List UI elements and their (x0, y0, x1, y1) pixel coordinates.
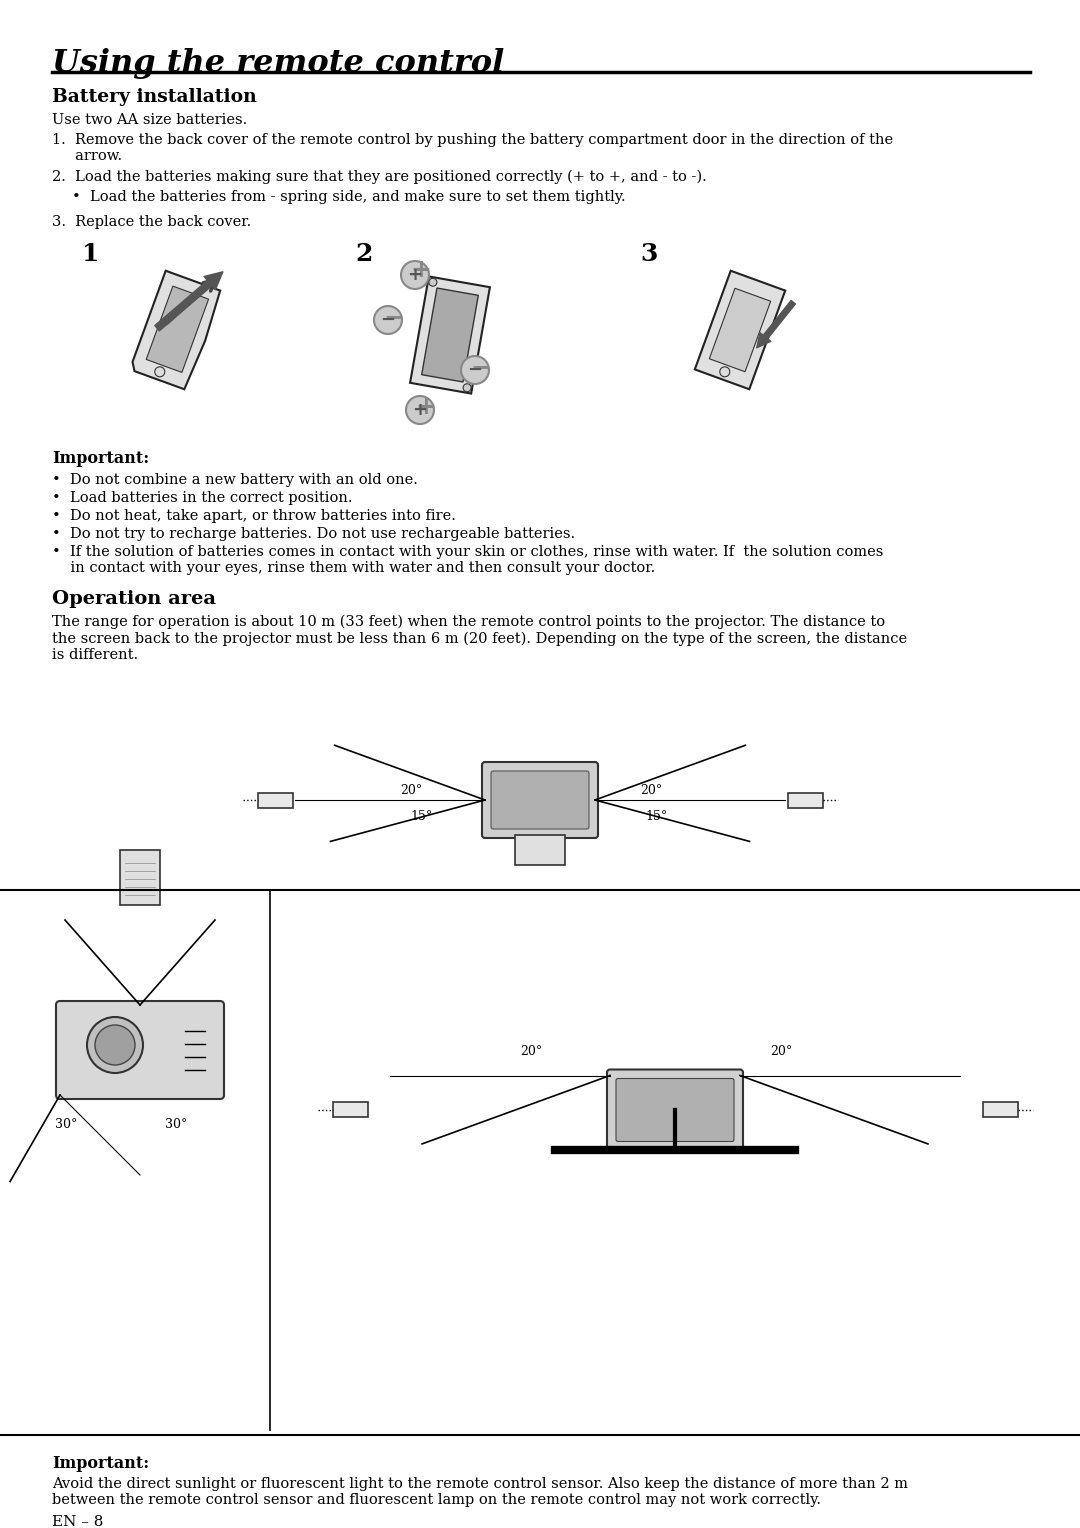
Polygon shape (421, 287, 478, 382)
Circle shape (461, 356, 489, 384)
Text: 15°: 15° (410, 810, 432, 824)
Polygon shape (120, 850, 160, 905)
FancyBboxPatch shape (482, 762, 598, 837)
Text: Use two AA size batteries.: Use two AA size batteries. (52, 113, 247, 127)
Text: 20°: 20° (640, 784, 662, 798)
Text: 1.  Remove the back cover of the remote control by pushing the battery compartme: 1. Remove the back cover of the remote c… (52, 133, 893, 163)
Text: 1: 1 (82, 241, 99, 266)
Circle shape (463, 384, 471, 391)
Text: The range for operation is about 10 m (33 feet) when the remote control points t: The range for operation is about 10 m (3… (52, 614, 907, 662)
Text: 30°: 30° (165, 1118, 187, 1131)
Circle shape (154, 367, 165, 377)
Text: +: + (413, 400, 428, 419)
Text: 2: 2 (355, 241, 373, 266)
Circle shape (87, 1018, 143, 1073)
Circle shape (95, 1025, 135, 1065)
Text: 15°: 15° (645, 810, 667, 824)
Polygon shape (133, 270, 220, 390)
Circle shape (406, 396, 434, 423)
Polygon shape (410, 277, 490, 394)
Polygon shape (983, 1102, 1017, 1117)
Text: 20°: 20° (519, 1045, 542, 1057)
Polygon shape (787, 793, 823, 807)
Text: •  If the solution of batteries comes in contact with your skin or clothes, rins: • If the solution of batteries comes in … (52, 545, 883, 575)
FancyBboxPatch shape (491, 772, 589, 830)
FancyBboxPatch shape (56, 1001, 224, 1099)
Text: 3: 3 (640, 241, 658, 266)
Text: 30°: 30° (55, 1118, 78, 1131)
Text: Battery installation: Battery installation (52, 89, 257, 105)
Bar (515, 834, 565, 865)
Text: +: + (415, 396, 436, 419)
Text: Important:: Important: (52, 451, 149, 468)
Circle shape (401, 261, 429, 289)
Text: −: − (470, 354, 491, 379)
Text: Operation area: Operation area (52, 590, 216, 608)
Text: Important:: Important: (52, 1455, 149, 1471)
Text: +: + (410, 258, 431, 283)
Polygon shape (333, 1102, 367, 1117)
Text: EN – 8: EN – 8 (52, 1514, 104, 1528)
Text: −: − (383, 306, 404, 329)
Text: •  Load the batteries from - spring side, and make sure to set them tightly.: • Load the batteries from - spring side,… (72, 189, 625, 205)
Text: Avoid the direct sunlight or fluorescent light to the remote control sensor. Als: Avoid the direct sunlight or fluorescent… (52, 1478, 908, 1507)
Text: +: + (407, 266, 422, 284)
Text: Using the remote control: Using the remote control (52, 47, 504, 79)
Text: −: − (468, 361, 483, 379)
Text: 3.  Replace the back cover.: 3. Replace the back cover. (52, 215, 252, 229)
Text: 2.  Load the batteries making sure that they are positioned correctly (+ to +, a: 2. Load the batteries making sure that t… (52, 170, 706, 185)
Text: •  Do not heat, take apart, or throw batteries into fire.: • Do not heat, take apart, or throw batt… (52, 509, 456, 523)
Polygon shape (146, 286, 208, 373)
Circle shape (719, 367, 730, 377)
Text: −: − (380, 312, 395, 329)
Text: •  Do not try to recharge batteries. Do not use rechargeable batteries.: • Do not try to recharge batteries. Do n… (52, 527, 576, 541)
Polygon shape (257, 793, 293, 807)
Circle shape (429, 278, 437, 286)
Text: •  Load batteries in the correct position.: • Load batteries in the correct position… (52, 490, 352, 504)
Text: •  Do not combine a new battery with an old one.: • Do not combine a new battery with an o… (52, 474, 418, 487)
FancyBboxPatch shape (607, 1070, 743, 1151)
Text: 20°: 20° (400, 784, 422, 798)
Polygon shape (710, 289, 771, 371)
FancyBboxPatch shape (616, 1079, 734, 1141)
Circle shape (374, 306, 402, 335)
Polygon shape (694, 270, 785, 390)
Text: 20°: 20° (770, 1045, 793, 1057)
